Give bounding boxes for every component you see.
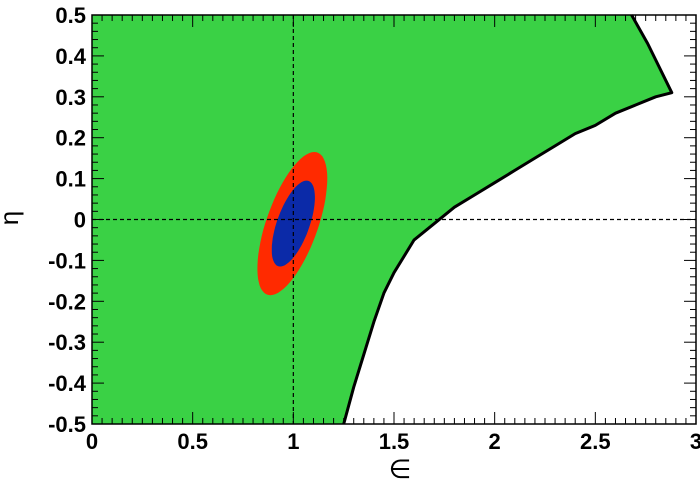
allowed-region-boundary	[342, 14, 674, 425]
y-tick-label: -0.4	[48, 371, 87, 396]
ticks-layer	[91, 14, 697, 425]
y-tick-label: 0.2	[55, 126, 86, 151]
y-axis-label: η	[0, 211, 24, 225]
y-tick-label: 0.3	[55, 85, 86, 110]
y-tick-label: -0.1	[48, 248, 86, 273]
y-tick-label: 0.4	[55, 44, 86, 69]
inner-contour	[271, 180, 315, 267]
y-tick-label: -0.5	[48, 412, 86, 437]
reference-lines-layer	[92, 15, 696, 424]
y-tick-label: -0.3	[48, 330, 86, 355]
x-axis-label: ∈	[389, 454, 412, 484]
y-tick-label: -0.2	[48, 289, 86, 314]
x-tick-label: 0	[86, 429, 98, 454]
x-tick-label: 0.5	[177, 429, 208, 454]
x-tick-label: 2	[489, 429, 501, 454]
x-tick-label: 1	[287, 429, 299, 454]
tick-labels-layer: 0 0.5 1 1.5 2 2.5 3 0.5 0.4 0.3 0.2 0.1 0 -0.1 -0.2 -0.…	[48, 3, 700, 454]
x-tick-label: 3	[690, 429, 700, 454]
y-tick-label: 0.1	[55, 167, 86, 192]
y-tick-label: 0.5	[55, 3, 86, 28]
x-tick-label: 2.5	[580, 429, 611, 454]
y-tick-label: 0	[74, 208, 86, 233]
x-tick-label: 1.5	[379, 429, 410, 454]
